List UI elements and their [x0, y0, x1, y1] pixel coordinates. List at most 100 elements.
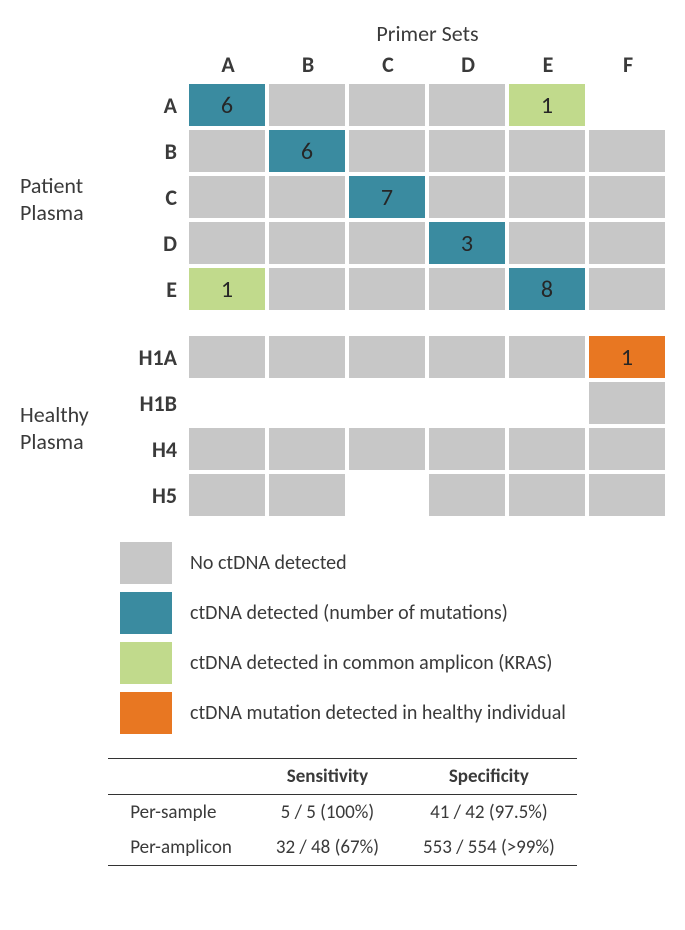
heatmap-row: A6 1 [109, 84, 665, 126]
heatmap-cell [349, 268, 425, 310]
legend-text: No ctDNA detected [190, 551, 347, 575]
stats-cell: 41 / 42 (97.5%) [401, 795, 577, 831]
heatmap-cell [429, 84, 505, 126]
heatmap-cell [509, 130, 585, 172]
heatmap-row: C7 [109, 176, 665, 218]
row-label: H4 [109, 436, 189, 463]
legend-text: ctDNA detected (number of mutations) [190, 601, 508, 625]
heatmap-row: E1 8 [109, 268, 665, 310]
heatmap-cell [509, 222, 585, 264]
heatmap-cell: 7 [349, 176, 425, 218]
heatmap-cell [589, 222, 665, 264]
heatmap-cell [429, 268, 505, 310]
heatmap-cell [189, 176, 265, 218]
heatmap-block: PatientPlasmaA61B6C7D3E18 [20, 84, 665, 314]
heatmap-cell [349, 84, 425, 126]
stats-cell: Per-sample [108, 795, 254, 831]
row-label: H1A [109, 344, 189, 371]
stats-cell: 553 / 554 (>99%) [401, 830, 577, 866]
heatmap-cell [429, 382, 505, 424]
columns-title: Primer Sets [190, 20, 665, 47]
stats-cell: 5 / 5 (100%) [254, 795, 401, 831]
heatmap-cell [269, 336, 345, 378]
heatmap-cell [189, 474, 265, 516]
heatmap-cell [589, 176, 665, 218]
legend-item: No ctDNA detected [120, 542, 665, 584]
legend: No ctDNA detected ctDNA detected (number … [120, 542, 665, 734]
heatmap-row: H5 [109, 474, 665, 516]
heatmap-cell [189, 382, 265, 424]
heatmap-cell [429, 176, 505, 218]
legend-swatch [120, 542, 172, 584]
heatmap-cell [429, 130, 505, 172]
stats-header [108, 759, 254, 795]
column-header: A [190, 51, 266, 78]
heatmap-cell [269, 382, 345, 424]
row-label: A [109, 92, 189, 119]
heatmap-row: B6 [109, 130, 665, 172]
legend-text: ctDNA mutation detected in healthy indiv… [190, 701, 566, 725]
heatmap-cell [349, 336, 425, 378]
heatmap-cell [349, 474, 425, 516]
heatmap-cell [429, 428, 505, 470]
heatmap-cell [189, 130, 265, 172]
heatmap-cell [189, 428, 265, 470]
heatmap-row: H1B [109, 382, 665, 424]
stats-header: Specificity [401, 759, 577, 795]
heatmap-cell [269, 222, 345, 264]
heatmap-cell [349, 428, 425, 470]
heatmap-cell [189, 336, 265, 378]
heatmap-cell [509, 428, 585, 470]
heatmap-cell [349, 130, 425, 172]
heatmap-cell: 1 [189, 268, 265, 310]
row-label: H1B [109, 390, 189, 417]
heatmap-row: D3 [109, 222, 665, 264]
heatmap-cell: 6 [189, 84, 265, 126]
heatmap-cell [509, 176, 585, 218]
heatmap-cell [269, 176, 345, 218]
heatmap-cell [589, 428, 665, 470]
stats-table: SensitivitySpecificity Per-sample5 / 5 (1… [108, 758, 577, 866]
row-label: E [109, 276, 189, 303]
row-label: D [109, 230, 189, 257]
heatmap-cell: 3 [429, 222, 505, 264]
stats-header: Sensitivity [254, 759, 401, 795]
heatmap-cell [589, 474, 665, 516]
heatmap-row: H4 [109, 428, 665, 470]
column-header: B [270, 51, 346, 78]
heatmap-block: HealthyPlasmaH1A1 H1B H4 H5 [20, 336, 665, 520]
heatmap-cell [589, 84, 665, 126]
heatmap-cell [589, 130, 665, 172]
legend-item: ctDNA detected (number of mutations) [120, 592, 665, 634]
column-header: C [350, 51, 426, 78]
stats-cell: Per-amplicon [108, 830, 254, 866]
heatmap-cell [509, 382, 585, 424]
heatmap-cell [349, 382, 425, 424]
heatmap-cell [589, 268, 665, 310]
row-label: B [109, 138, 189, 165]
legend-text: ctDNA detected in common amplicon (KRAS) [190, 651, 552, 675]
legend-item: ctDNA detected in common amplicon (KRAS) [120, 642, 665, 684]
heatmap-cell [429, 474, 505, 516]
heatmap-cell: 8 [509, 268, 585, 310]
heatmap-cell: 1 [509, 84, 585, 126]
column-header: F [590, 51, 666, 78]
stats-cell: 32 / 48 (67%) [254, 830, 401, 866]
legend-item: ctDNA mutation detected in healthy indiv… [120, 692, 665, 734]
heatmap-row: H1A1 [109, 336, 665, 378]
row-label: H5 [109, 482, 189, 509]
column-header: D [430, 51, 506, 78]
column-headers: ABCDEF [190, 51, 665, 78]
heatmap-cell [589, 382, 665, 424]
row-label: C [109, 184, 189, 211]
heatmap-cell [509, 474, 585, 516]
legend-swatch [120, 642, 172, 684]
heatmap-cell [269, 84, 345, 126]
heatmap-cell [269, 474, 345, 516]
block-label: PatientPlasma [20, 172, 109, 227]
legend-swatch [120, 592, 172, 634]
heatmap-cell [429, 336, 505, 378]
block-label: HealthyPlasma [20, 401, 109, 456]
legend-swatch [120, 692, 172, 734]
heatmap-cell: 6 [269, 130, 345, 172]
